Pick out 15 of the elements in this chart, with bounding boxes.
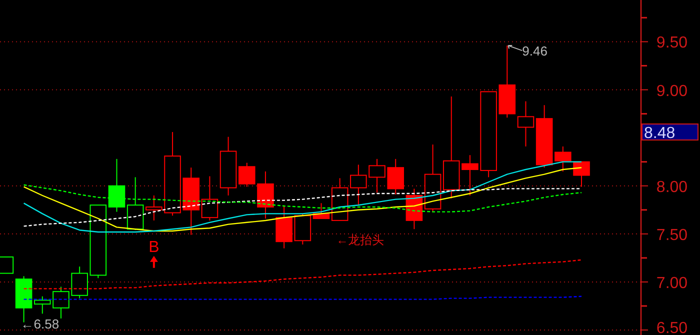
y-tick-label: 7.00 [656,274,688,292]
annotation: ←6.58 [20,316,60,332]
text: 8.48 [644,125,676,142]
y-tick-label: 8.00 [656,178,688,196]
candlestick [220,136,237,196]
annotation: B [148,238,160,256]
candlestick [276,206,292,249]
annotation: ←龙抬头 [336,232,384,247]
y-tick-label: 9.00 [656,82,688,100]
annotation: 9.46 [522,44,548,59]
y-tick-label: 6.50 [656,320,688,335]
line-series [23,188,582,227]
candlestick [517,100,534,147]
y-tick-label: 7.50 [656,226,688,244]
y-tick-label: 9.50 [656,34,688,52]
